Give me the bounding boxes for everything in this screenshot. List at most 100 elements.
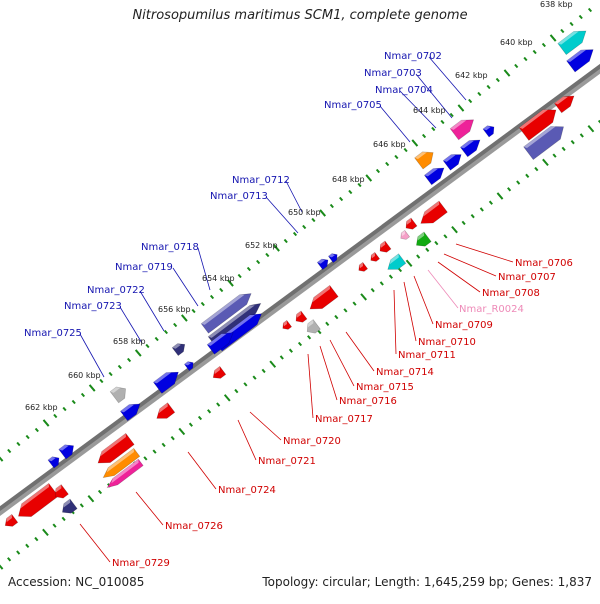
gene-label-forward: Nmar_0712 [232, 175, 290, 186]
gene-label-forward: Nmar_0704 [375, 85, 433, 96]
outer-tick [560, 28, 565, 34]
outer-tick [339, 196, 344, 202]
inner-tick [16, 550, 21, 555]
leader-line [139, 290, 165, 332]
leader-line [393, 289, 397, 355]
gene-label-forward: Nmar_0703 [364, 68, 422, 79]
gene-blue-highlight [184, 361, 191, 366]
inner-tick [343, 308, 348, 313]
outer-tick [403, 147, 408, 153]
inner-tick [561, 146, 566, 152]
gene-label-reverse: Nmar_0729 [112, 558, 170, 569]
outer-tick [468, 98, 473, 104]
gene-blue-body [327, 253, 338, 264]
outer-tick [329, 203, 334, 209]
inner-tick [597, 119, 600, 124]
gene-red [54, 484, 69, 499]
gene-blue-highlight [482, 125, 491, 131]
inner-tick [143, 456, 148, 461]
inner-tick [479, 207, 484, 212]
gene-red-body [4, 513, 19, 527]
inner-tick [7, 557, 12, 562]
outer-tick [256, 259, 261, 265]
inner-tick [325, 321, 330, 326]
gene-red [370, 251, 381, 262]
gene-grey [109, 386, 126, 404]
inner-tick [61, 516, 66, 522]
outer-tick [117, 364, 122, 370]
inner-tick [34, 536, 39, 542]
outer-tick [431, 126, 436, 132]
gene-red [97, 432, 135, 464]
gene-orange [102, 447, 141, 479]
gene-red-highlight [380, 240, 386, 248]
outer-tick [523, 56, 528, 62]
gene-red-body [358, 261, 369, 272]
leader-line [437, 261, 481, 293]
leader-line [79, 333, 105, 378]
inner-tick [223, 394, 231, 402]
gene-red [553, 95, 575, 114]
outer-tick [219, 287, 224, 293]
gene-red-body [97, 432, 135, 464]
leader-line [249, 411, 282, 441]
leader-line [237, 419, 257, 461]
gene-label-forward: Nmar_0702 [384, 51, 442, 62]
inner-tick [79, 503, 84, 508]
gene-blue [459, 139, 481, 158]
leader-line [413, 275, 434, 325]
gene-label-reverse: Nmar_0717 [315, 414, 373, 425]
gene-red [379, 240, 392, 253]
outer-tick [16, 441, 21, 447]
inner-tick [360, 293, 367, 301]
outer-tick [587, 7, 593, 13]
outer-tick-track [0, 7, 593, 462]
gene-red-body [156, 402, 176, 419]
inner-tick [243, 382, 248, 387]
gene-blue-body [316, 258, 329, 271]
outer-tick [302, 224, 307, 230]
inner-tick [461, 220, 466, 226]
gene-grey-body [306, 319, 321, 334]
outer-tick [191, 308, 196, 314]
gene-purple [200, 293, 252, 334]
gene-red [4, 513, 19, 527]
gene-red-body [212, 365, 227, 379]
leader-line [79, 523, 111, 563]
gene-cyan-body [387, 253, 407, 270]
outer-tick [173, 322, 178, 328]
outer-tick [0, 456, 4, 462]
outer-tick [283, 238, 288, 244]
outer-tick [154, 336, 159, 342]
outer-tick [108, 371, 113, 377]
inner-tick [525, 173, 530, 178]
inner-tick [405, 259, 413, 267]
inner-tick [379, 281, 384, 286]
gene-green [416, 231, 432, 247]
outer-tick [265, 252, 270, 258]
outer-tick [411, 139, 419, 147]
gene-red-highlight [158, 402, 168, 414]
gene-red-highlight [359, 262, 363, 269]
gene-navy [62, 498, 78, 514]
label-leader-lines [79, 56, 514, 563]
gene-red-highlight [100, 433, 126, 457]
inner-tick [397, 267, 403, 273]
outer-tick [71, 399, 76, 405]
leader-line [345, 331, 375, 372]
gene-label-reverse: Nmar_0711 [398, 350, 456, 361]
gene-cyan [387, 253, 407, 270]
outer-tick [227, 279, 234, 287]
gene-orange [414, 151, 434, 170]
gene-blue-highlight [153, 372, 172, 384]
gene-orange-body [414, 151, 434, 170]
gene-blue [423, 167, 445, 186]
gene-blue [119, 403, 141, 422]
gene-cyan-highlight [557, 31, 579, 45]
gene-label-reverse: Nmar_0724 [218, 485, 276, 496]
inner-tick [388, 274, 393, 279]
gene-red-highlight [214, 366, 220, 375]
gene-red [309, 284, 339, 310]
gene-red-body [518, 109, 557, 141]
